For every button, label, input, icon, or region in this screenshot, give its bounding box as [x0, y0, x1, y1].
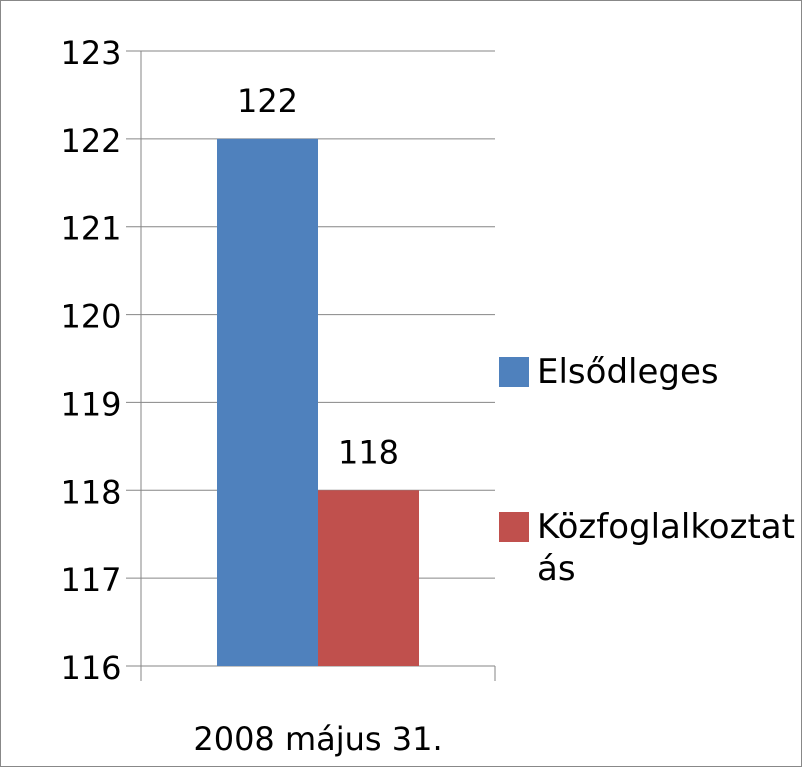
y-tick-label: 116 [60, 649, 121, 687]
data-label: 122 [237, 82, 298, 120]
y-tick-label: 122 [60, 122, 121, 160]
legend-label: Közfoglalkoztatás [537, 507, 795, 589]
y-tick-label: 121 [60, 210, 121, 248]
legend-swatch [499, 357, 529, 387]
legend-label: Elsődleges [537, 352, 719, 392]
legend-item: Közfoglalkoztatás [499, 506, 799, 590]
bar [217, 138, 318, 666]
data-label: 118 [338, 433, 399, 471]
x-tick-label: 2008 május 31. [193, 720, 442, 758]
bar [318, 490, 419, 666]
y-tick-label: 117 [60, 561, 121, 599]
legend-swatch [499, 512, 529, 542]
legend-item: Elsődleges [499, 351, 799, 393]
y-tick-label: 119 [60, 385, 121, 423]
y-tick-label: 123 [60, 34, 121, 72]
y-tick-label: 120 [60, 298, 121, 336]
y-tick-label: 118 [60, 473, 121, 511]
